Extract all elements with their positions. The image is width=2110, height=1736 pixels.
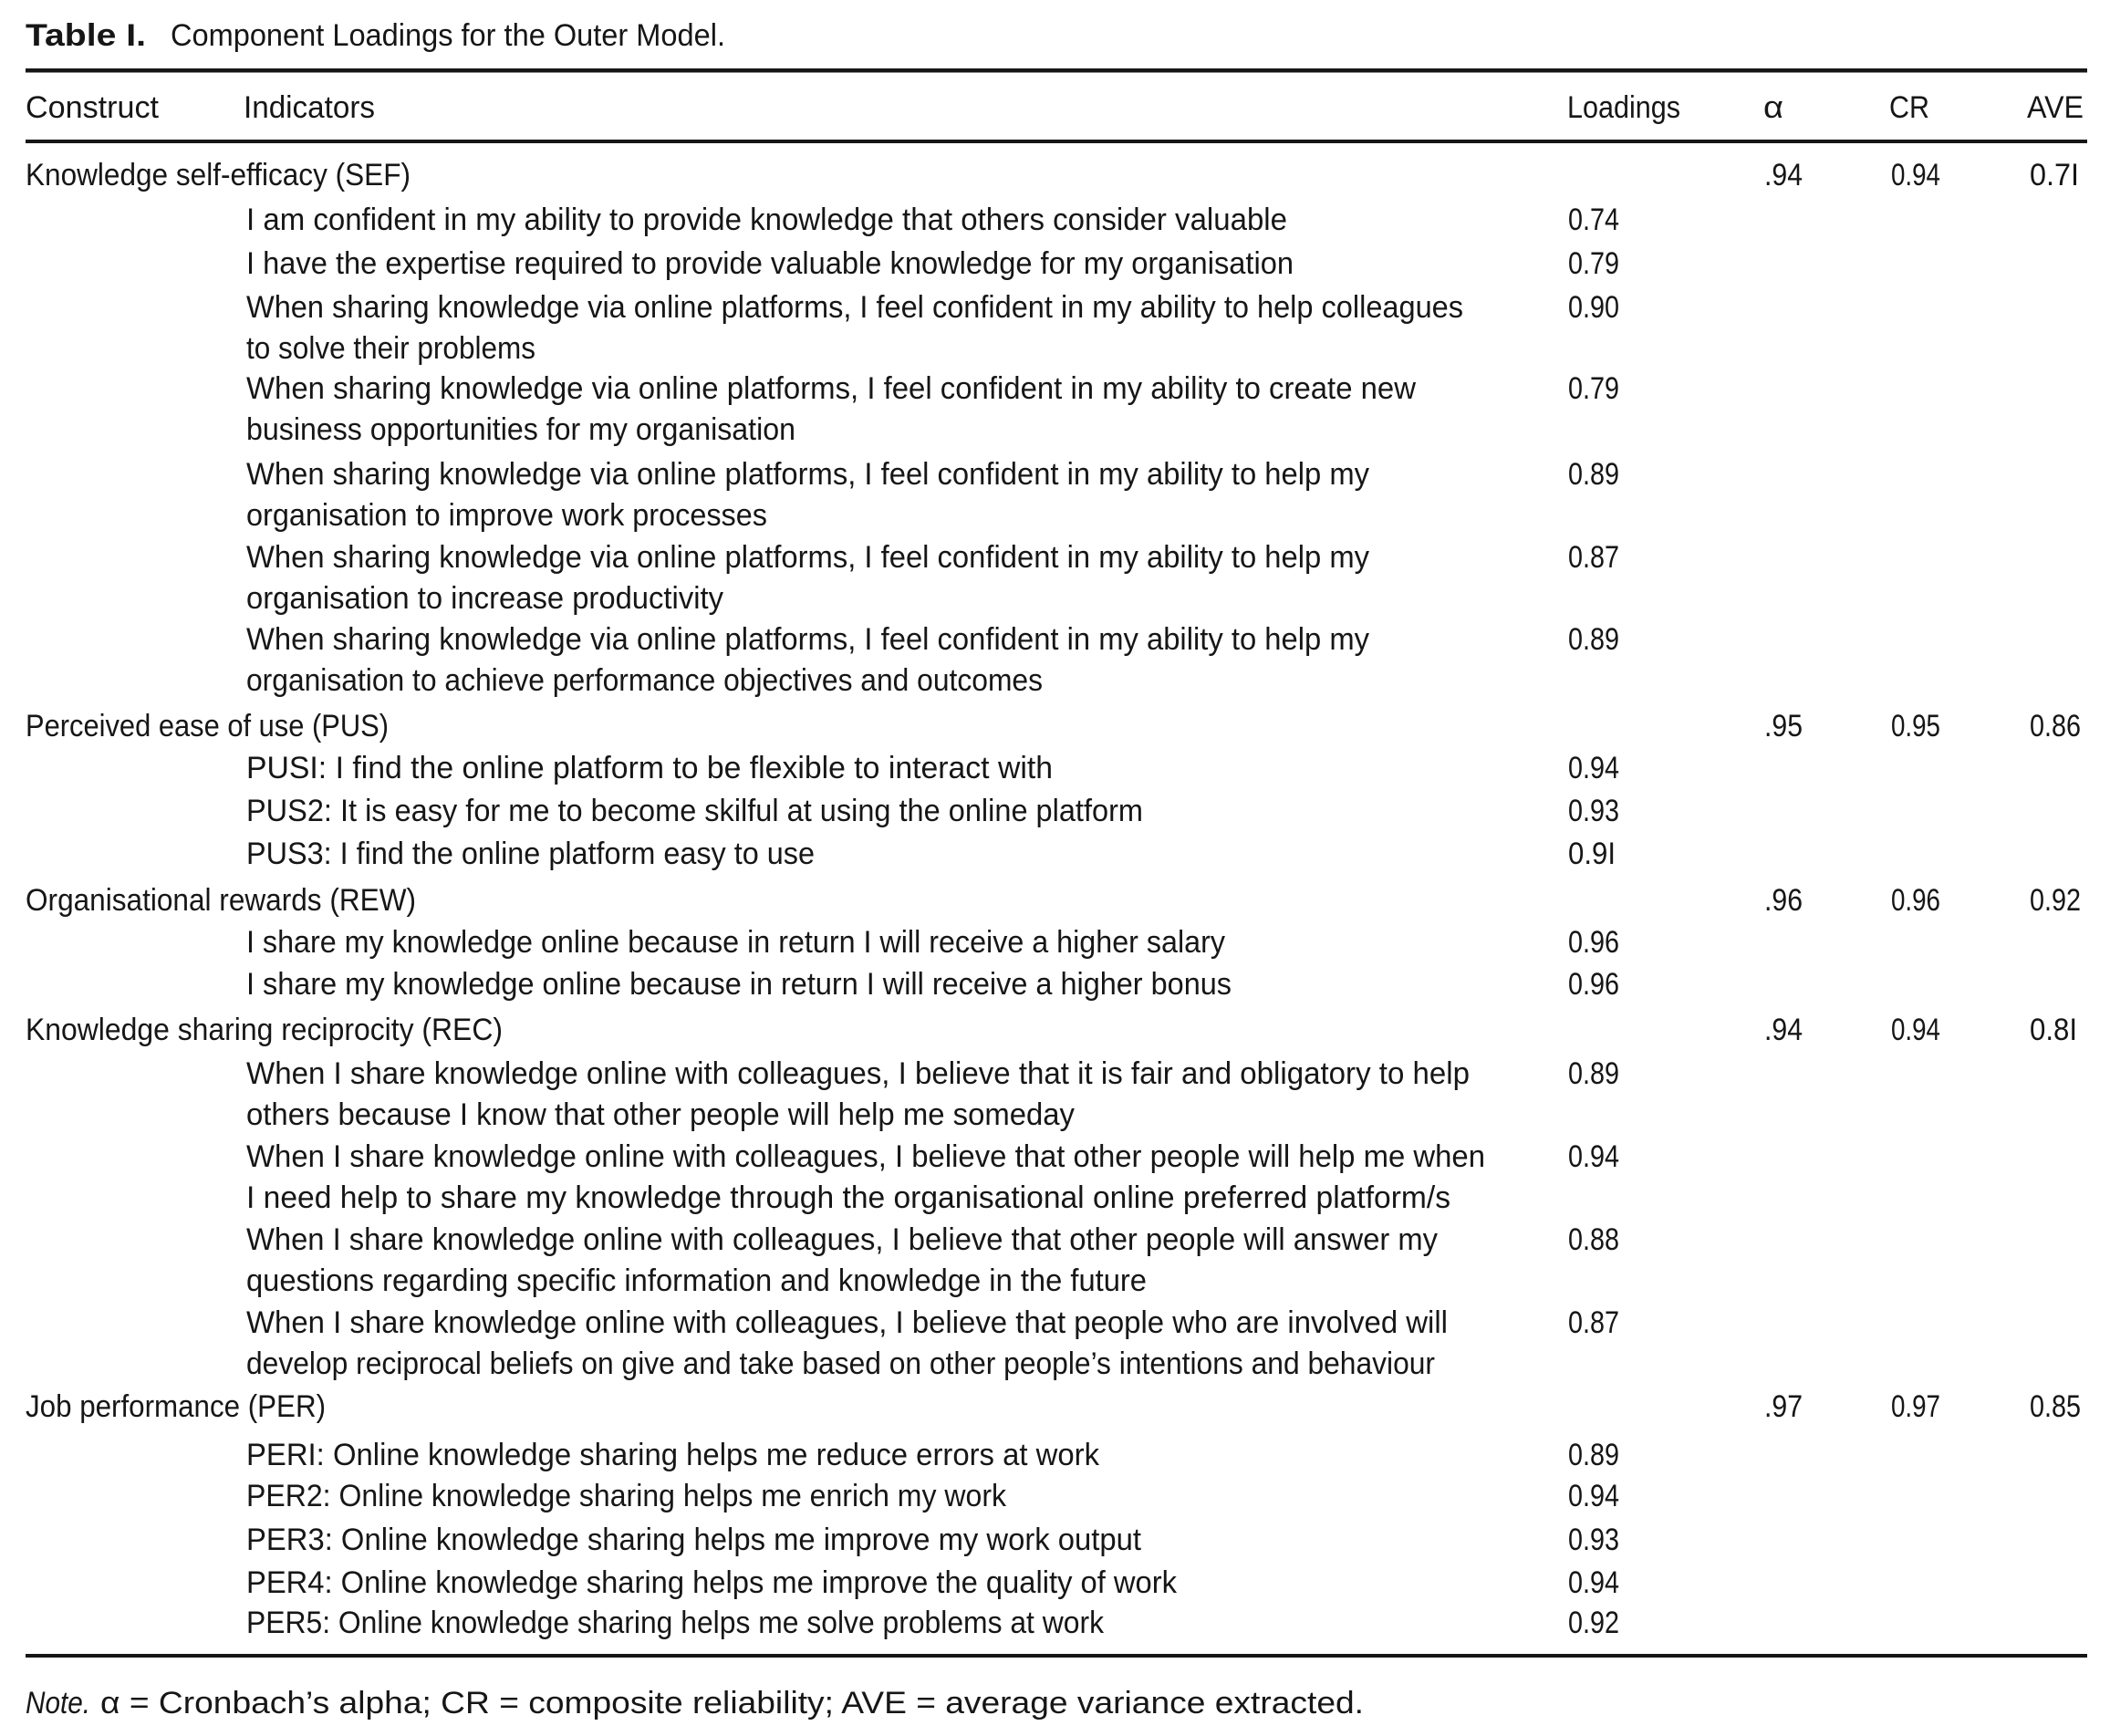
svg-text:0.90: 0.90 [1568,290,1619,325]
svg-text:PUS2: It is easy for me to bec: PUS2: It is easy for me to become skilfu… [246,794,1143,828]
svg-text:PUSI: I find the online platfo: PUSI: I find the online platform to be f… [246,751,1053,785]
svg-text:AVE: AVE [2027,90,2084,125]
svg-text:0.94: 0.94 [1568,1565,1619,1600]
svg-text:organisation to improve work p: organisation to improve work processes [246,498,767,533]
svg-text:PER3: Online knowledge sharing: PER3: Online knowledge sharing helps me … [246,1523,1142,1557]
svg-text:0.93: 0.93 [1568,1523,1619,1557]
svg-text:0.92: 0.92 [1568,1606,1619,1640]
svg-text:Knowledge sharing reciprocity: Knowledge sharing reciprocity (REC) [26,1013,503,1047]
svg-text:Loadings: Loadings [1567,90,1680,125]
svg-text:PER2: Online knowledge sharing: PER2: Online knowledge sharing helps me … [246,1479,1007,1513]
svg-text:CR: CR [1889,90,1929,125]
svg-text:I am confident in my ability t: I am confident in my ability to provide … [246,203,1287,237]
svg-text:0.9I: 0.9I [1568,837,1616,871]
svg-text:I need help to share my knowle: I need help to share my knowledge throug… [246,1180,1450,1215]
svg-text:0.94: 0.94 [1568,751,1619,785]
svg-text:PUS3: I find the online platfo: PUS3: I find the online platform easy to… [246,837,815,871]
svg-text:α = Cronbach’s alpha; CR = com: α = Cronbach’s alpha; CR = composite rel… [100,1686,1364,1720]
svg-text:Organisational rewards (REW): Organisational rewards (REW) [26,883,416,918]
svg-text:0.94: 0.94 [1891,158,1940,192]
svg-text:0.74: 0.74 [1568,203,1619,237]
svg-text:0.89: 0.89 [1568,1056,1619,1091]
svg-text:PER4: Online knowledge sharing: PER4: Online knowledge sharing helps me … [246,1565,1178,1600]
svg-text:0.87: 0.87 [1568,1305,1619,1340]
svg-text:PER5: Online knowledge sharing: PER5: Online knowledge sharing helps me … [246,1606,1105,1640]
svg-text:0.79: 0.79 [1568,246,1619,281]
svg-text:α: α [1763,90,1783,125]
svg-text:Component Loadings for the Out: Component Loadings for the Outer Model. [171,18,725,53]
svg-text:I share my knowledge online be: I share my knowledge online because in r… [246,967,1232,1002]
svg-text:0.89: 0.89 [1568,622,1619,657]
svg-text:Perceived ease of use (PUS): Perceived ease of use (PUS) [26,709,389,743]
svg-text:0.96: 0.96 [1568,967,1619,1002]
svg-text:When sharing knowledge via onl: When sharing knowledge via online platfo… [246,290,1463,325]
svg-text:Indicators: Indicators [244,90,375,125]
svg-text:Construct: Construct [26,90,160,125]
svg-text:.96: .96 [1764,883,1803,918]
svg-text:0.89: 0.89 [1568,457,1619,492]
svg-text:others because I know that oth: others because I know that other people … [246,1097,1075,1132]
svg-text:0.94: 0.94 [1568,1139,1619,1174]
svg-text:develop reciprocal beliefs on: develop reciprocal beliefs on give and t… [246,1346,1435,1381]
svg-text:When I share knowledge online: When I share knowledge online with colle… [246,1222,1438,1257]
svg-text:PERI: Online knowledge sharing: PERI: Online knowledge sharing helps me … [246,1438,1100,1472]
svg-text:0.92: 0.92 [2030,883,2081,918]
svg-text:0.96: 0.96 [1891,883,1940,918]
svg-text:0.88: 0.88 [1568,1222,1619,1257]
svg-text:Job performance (PER): Job performance (PER) [26,1389,326,1424]
svg-text:When sharing knowledge via onl: When sharing knowledge via online platfo… [246,457,1369,492]
svg-text:0.96: 0.96 [1568,925,1619,960]
svg-text:to solve their problems: to solve their problems [246,331,535,366]
svg-text:0.95: 0.95 [1891,709,1940,743]
svg-text:Knowledge self-efficacy (SEF): Knowledge self-efficacy (SEF) [26,158,411,192]
svg-text:When sharing knowledge via onl: When sharing knowledge via online platfo… [246,622,1369,657]
svg-text:0.7I: 0.7I [2030,158,2079,192]
svg-text:.94: .94 [1764,158,1803,192]
svg-text:I share my knowledge online be: I share my knowledge online because in r… [246,925,1225,960]
svg-text:organisation to achieve perfor: organisation to achieve performance obje… [246,663,1043,698]
svg-text:I have the expertise required: I have the expertise required to provide… [246,246,1294,281]
svg-text:When sharing knowledge via onl: When sharing knowledge via online platfo… [246,371,1416,406]
svg-text:When I share knowledge online: When I share knowledge online with colle… [246,1056,1470,1091]
svg-text:business opportunities for my: business opportunities for my organisati… [246,412,795,447]
svg-text:When I share knowledge online: When I share knowledge online with colle… [246,1139,1485,1174]
svg-text:questions regarding specific i: questions regarding specific information… [246,1263,1147,1298]
svg-text:.97: .97 [1764,1389,1803,1424]
svg-text:Table I.: Table I. [26,18,146,53]
svg-text:0.87: 0.87 [1568,540,1619,575]
svg-text:0.93: 0.93 [1568,794,1619,828]
svg-text:0.85: 0.85 [2030,1389,2081,1424]
svg-text:.94: .94 [1764,1013,1803,1047]
svg-text:Note.: Note. [26,1686,90,1720]
svg-text:0.94: 0.94 [1568,1479,1619,1513]
svg-text:0.89: 0.89 [1568,1438,1619,1472]
svg-text:0.86: 0.86 [2030,709,2081,743]
svg-text:organisation to increase produ: organisation to increase productivity [246,581,723,616]
svg-text:.95: .95 [1764,709,1803,743]
svg-text:When I share knowledge online: When I share knowledge online with colle… [246,1305,1448,1340]
svg-text:0.79: 0.79 [1568,371,1619,406]
svg-text:0.97: 0.97 [1891,1389,1940,1424]
svg-text:0.94: 0.94 [1891,1013,1940,1047]
svg-text:0.8I: 0.8I [2030,1013,2077,1047]
svg-text:When sharing knowledge via onl: When sharing knowledge via online platfo… [246,540,1369,575]
